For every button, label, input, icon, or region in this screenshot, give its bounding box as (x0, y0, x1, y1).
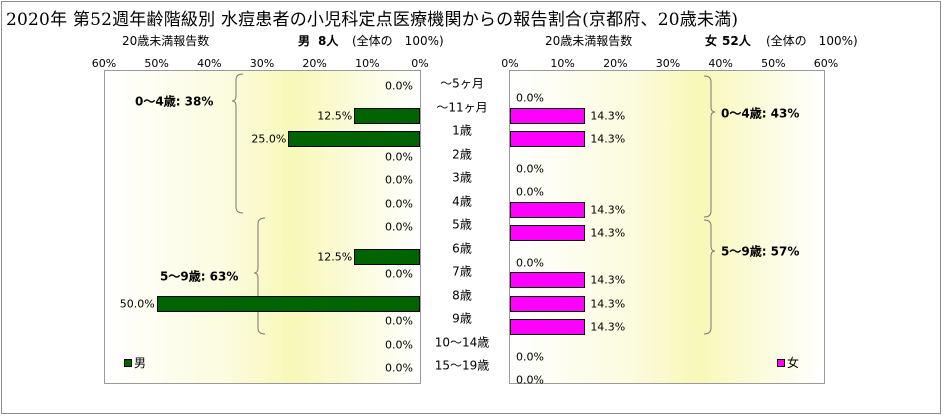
female-value-label: 0.0% (516, 373, 544, 387)
female-value-label: 0.0% (516, 350, 544, 363)
age-category-label: 3歳 (452, 170, 472, 185)
male-value-label: 0.0% (385, 338, 413, 351)
female-legend-swatch (777, 358, 785, 367)
female-value-label: 14.3% (590, 273, 626, 287)
female-value-label: 14.3% (590, 226, 626, 240)
male-value-label: 0.0% (385, 173, 413, 187)
female-group1-annotation: 0～4歳: 43% (721, 106, 800, 121)
female-value-label: 14.3% (590, 297, 626, 310)
male-x-tick: 30% (249, 57, 275, 70)
male-x-tick: 50% (144, 57, 169, 70)
age-category-label: 7歳 (452, 264, 472, 279)
male-x-tick: 10% (355, 57, 380, 70)
female-x-tick: 40% (708, 57, 733, 70)
male-header-count: 8人 (318, 34, 339, 48)
male-legend-swatch (124, 358, 132, 367)
male-value-label: 0.0% (385, 197, 413, 210)
female-value-label: 0.0% (516, 256, 544, 269)
female-value-label: 14.3% (590, 132, 626, 146)
female-legend: 女 (777, 354, 799, 371)
male-header-total: (全体の 100%) (352, 34, 444, 48)
female-header-sex: 女 (705, 34, 718, 48)
female-bar (510, 319, 586, 335)
female-value-label: 14.3% (590, 109, 626, 122)
male-value-label: 50.0% (119, 297, 155, 310)
male-value-label: 25.0% (251, 132, 287, 146)
age-category-label: 10～14歳 (434, 335, 490, 349)
female-x-tick: 0% (501, 57, 519, 70)
male-value-label: 12.5% (317, 250, 353, 263)
male-value-label: 0.0% (385, 314, 413, 328)
male-value-label: 0.0% (385, 361, 413, 375)
age-category-label: 15～19歳 (434, 358, 490, 373)
female-axis-label: 20歳未満報告数 (545, 34, 633, 48)
female-x-tick: 30% (655, 57, 681, 70)
female-bar (510, 131, 586, 147)
male-x-tick: 60% (91, 57, 117, 70)
female-group2-annotation: 5～9歳: 57% (721, 244, 800, 259)
female-bar (510, 107, 586, 124)
female-value-label: 14.3% (590, 203, 626, 216)
age-category-label: ～5ヶ月 (440, 76, 484, 91)
male-x-tick: 40% (197, 57, 222, 70)
female-legend-label: 女 (787, 356, 800, 370)
male-legend: 男 (124, 354, 146, 371)
male-value-label: 0.0% (385, 150, 413, 163)
female-bar (510, 295, 586, 312)
female-x-tick: 50% (761, 57, 786, 70)
age-category-label: 1歳 (452, 123, 472, 138)
age-category-label: 8歳 (452, 288, 472, 302)
age-category-label: ～11ヶ月 (436, 100, 488, 114)
male-value-label: 0.0% (385, 79, 413, 93)
female-value-label: 14.3% (590, 320, 626, 334)
male-value-label: 12.5% (317, 109, 353, 122)
male-bar (288, 131, 420, 147)
age-category-label: 9歳 (452, 311, 472, 326)
female-bar (510, 272, 586, 288)
female-bar (510, 225, 586, 241)
female-bar (510, 201, 586, 218)
male-x-tick: 20% (302, 57, 327, 70)
female-x-tick: 60% (813, 57, 839, 70)
chart-title: 2020年 第52週年齢階級別 水痘患者の小児科定点医療機関からの報告割合(京都… (6, 10, 739, 30)
male-group1-annotation: 0～4歳: 38% (135, 94, 214, 109)
female-header-total: (全体の 100%) (766, 34, 858, 48)
male-bar (156, 295, 420, 312)
male-value-label: 0.0% (385, 220, 413, 234)
male-value-label: 0.0% (385, 267, 413, 281)
male-axis-label: 20歳未満報告数 (122, 34, 210, 48)
age-category-label: 2歳 (452, 147, 472, 161)
female-x-tick: 20% (603, 57, 628, 70)
male-group2-annotation: 5～9歳: 63% (160, 269, 239, 284)
age-category-label: 6歳 (452, 241, 472, 255)
male-x-tick: 0% (411, 57, 429, 70)
female-x-tick: 10% (550, 57, 575, 70)
male-header-sex: 男 (298, 34, 311, 48)
male-bar (354, 248, 420, 265)
female-header-count: 52人 (722, 34, 751, 48)
age-category-label: 4歳 (452, 194, 472, 208)
male-legend-label: 男 (134, 356, 147, 370)
female-value-label: 0.0% (516, 91, 544, 105)
age-category-label: 5歳 (452, 217, 472, 232)
male-bar (354, 107, 420, 124)
female-value-label: 0.0% (516, 162, 544, 175)
female-value-label: 0.0% (516, 185, 544, 199)
